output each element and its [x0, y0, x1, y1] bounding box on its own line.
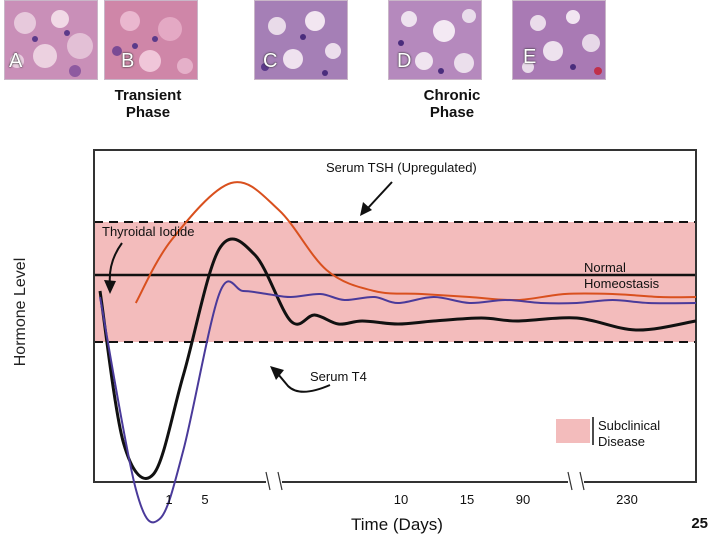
micrograph-b-image	[105, 1, 197, 79]
x-tick-label: 5	[201, 492, 208, 507]
micrograph-a: A	[4, 0, 98, 80]
micrograph-d-image	[389, 1, 481, 79]
micrograph-d: D	[388, 0, 482, 80]
x-axis-label: Time (Days)	[351, 515, 443, 534]
series-line-t4	[99, 280, 697, 524]
page-number: 25	[691, 515, 708, 532]
micrograph-b-label: B	[121, 50, 135, 72]
chronic-phase-label: Chronic Phase	[423, 87, 481, 121]
micrograph-a-label: A	[9, 50, 23, 72]
y-axis-label: Hormone Level	[12, 257, 29, 367]
x-tick-label: 15	[460, 492, 474, 507]
micrograph-b: B	[104, 0, 198, 80]
series-line-tsh	[134, 181, 697, 304]
x-tick-label: 90	[516, 492, 530, 507]
series-line-iodide	[98, 237, 697, 480]
plot-frame	[93, 149, 697, 483]
micrograph-c: C	[254, 0, 348, 80]
x-tick-label: 230	[616, 492, 638, 507]
x-tick-label: 1	[165, 492, 172, 507]
axis-breaks	[265, 470, 585, 492]
micrograph-a-image	[5, 1, 97, 79]
iodide-arrow	[104, 280, 116, 294]
t4-arrow	[270, 366, 284, 380]
micrograph-d-label: D	[397, 50, 412, 72]
transient-phase-label: Transient Phase	[114, 87, 182, 121]
legend-swatch-subclinical	[556, 419, 590, 443]
micrograph-c-label: C	[263, 50, 278, 72]
micrograph-c-image	[255, 1, 347, 79]
legend-label-subclinical: Subclinical Disease	[598, 418, 660, 449]
tsh-arrow	[360, 202, 372, 216]
micrograph-e-label: E	[523, 46, 537, 68]
iodide-label: Thyroidal Iodide	[102, 224, 195, 239]
t4-label: Serum T4	[310, 369, 367, 384]
x-tick-label: 10	[394, 492, 408, 507]
micrograph-e: E	[512, 0, 606, 80]
tsh-label: Serum TSH (Upregulated)	[326, 160, 477, 175]
micrograph-e-image	[513, 1, 605, 79]
normal-homeostasis-label: Normal Homeostasis	[584, 260, 660, 291]
